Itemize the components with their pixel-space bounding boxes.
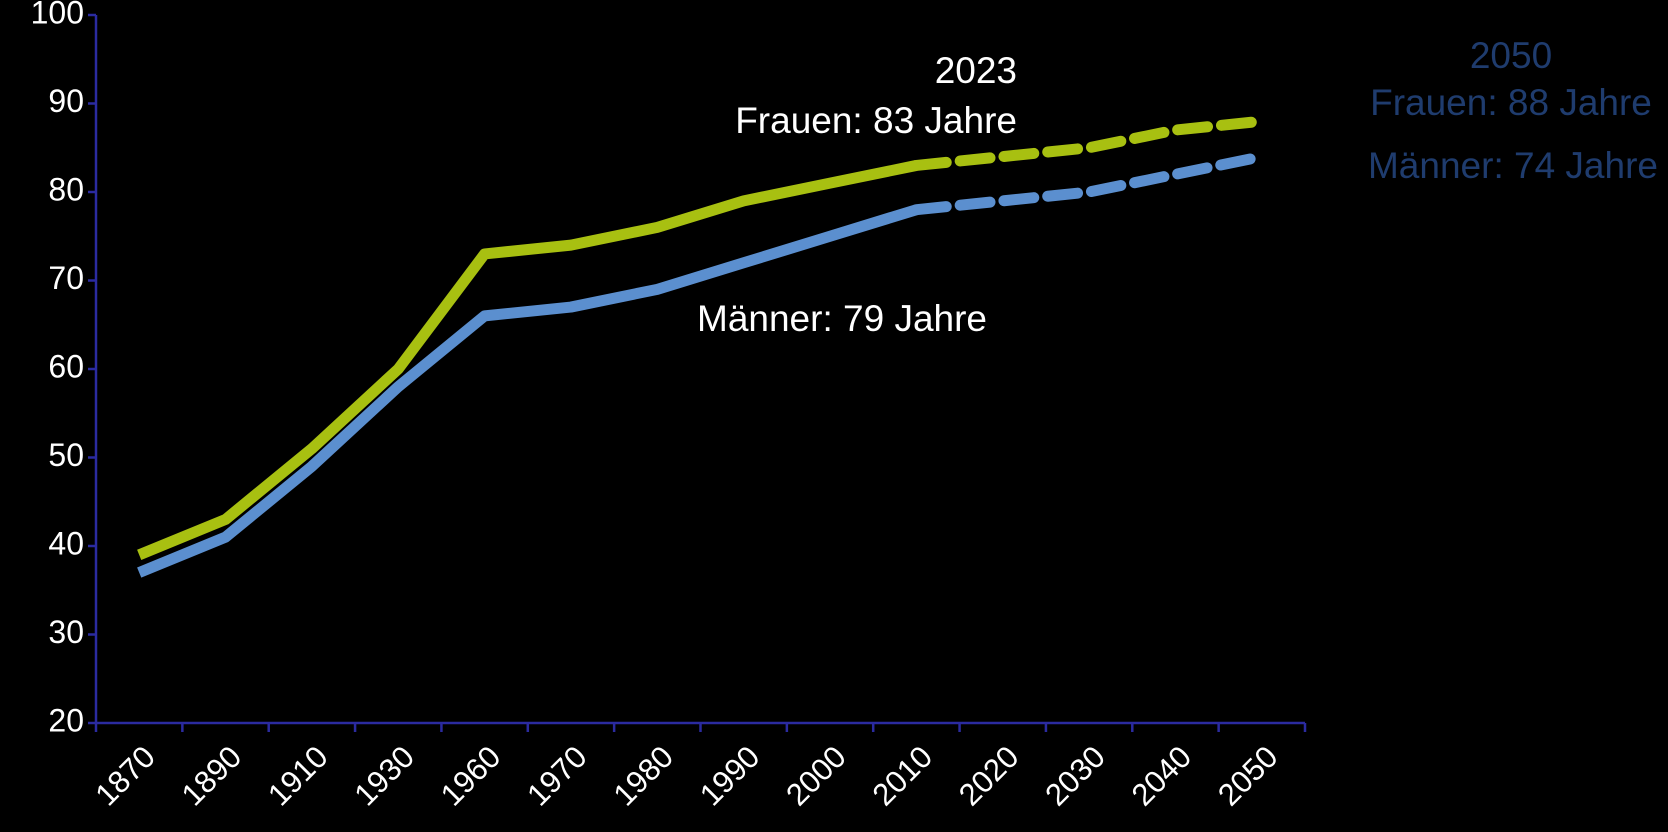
x-tick-label: 2040 xyxy=(1125,739,1199,813)
annotation: Frauen: 88 Jahre xyxy=(1370,82,1652,123)
annotation: Männer: 74 Jahre xyxy=(1368,145,1658,186)
y-tick-label: 70 xyxy=(48,260,84,296)
y-tick-label: 50 xyxy=(48,437,84,473)
series-line xyxy=(137,204,919,578)
x-tick-label: 1960 xyxy=(434,739,508,813)
y-tick-label: 30 xyxy=(48,614,84,650)
y-tick-label: 100 xyxy=(31,0,84,30)
x-tick-label: 1980 xyxy=(607,739,681,813)
y-tick-label: 90 xyxy=(48,83,84,119)
x-tick-label: 1890 xyxy=(175,739,249,813)
x-tick-label: 1870 xyxy=(88,739,162,813)
x-tick-label: 1930 xyxy=(347,739,421,813)
series-line xyxy=(137,160,918,560)
y-tick-label: 60 xyxy=(48,348,84,384)
annotation: 2023 xyxy=(935,50,1017,91)
annotation: Frauen: 83 Jahre xyxy=(735,100,1017,141)
annotation: 2050 xyxy=(1470,35,1552,76)
x-tick-label: 2000 xyxy=(779,739,853,813)
series-line xyxy=(910,151,1268,216)
y-tick-label: 20 xyxy=(48,702,84,738)
y-tick-label: 40 xyxy=(48,525,84,561)
series-line xyxy=(910,115,1268,171)
x-tick-label: 1970 xyxy=(520,739,594,813)
x-tick-label: 1990 xyxy=(693,739,767,813)
x-tick-label: 2050 xyxy=(1211,739,1285,813)
y-tick-label: 80 xyxy=(48,171,84,207)
x-tick-label: 2010 xyxy=(866,739,940,813)
x-tick-label: 1910 xyxy=(261,739,335,813)
x-tick-label: 2020 xyxy=(952,739,1026,813)
annotation: Männer: 79 Jahre xyxy=(697,298,987,339)
x-tick-label: 2030 xyxy=(1038,739,1112,813)
